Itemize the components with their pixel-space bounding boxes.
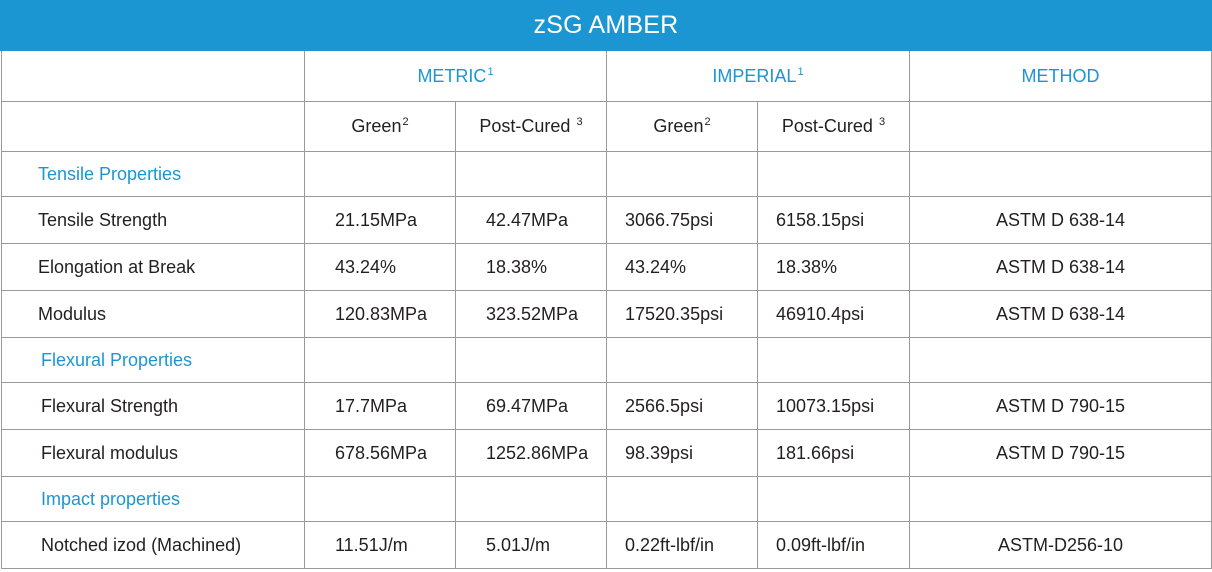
metric-green-header: Green2: [304, 100, 456, 152]
metric-post-cured-value: 5.01J/m: [455, 520, 607, 569]
imperial-post-cured-value: 46910.4psi: [757, 289, 910, 338]
imperial-post-cured-header: Post-Cured 3: [757, 100, 910, 152]
unit-header-row: METRIC1 IMPERIAL1 METHOD: [1, 51, 1212, 102]
imperial-post-cured-value: 181.66psi: [757, 428, 910, 477]
section-row: Tensile Properties: [1, 150, 1212, 197]
datasheet-title: zSG AMBER: [0, 0, 1212, 51]
metric-green-value: 21.15MPa: [304, 195, 456, 244]
test-method: ASTM D 638-14: [909, 242, 1212, 291]
property-name: Notched izod (Machined): [1, 520, 305, 569]
test-method: ASTM D 790-15: [909, 381, 1212, 430]
imperial-green-value: 98.39psi: [606, 428, 758, 477]
metric-post-cured-header: Post-Cured 3: [455, 100, 607, 152]
imperial-post-cured-value: 18.38%: [757, 242, 910, 291]
imperial-green-value: 17520.35psi: [606, 289, 758, 338]
metric-post-cured-value: 42.47MPa: [455, 195, 607, 244]
test-method: ASTM D 638-14: [909, 289, 1212, 338]
table-row: Flexural modulus 678.56MPa 1252.86MPa 98…: [1, 428, 1212, 477]
properties-table: METRIC1 IMPERIAL1 METHOD Green2 Post-Cur…: [1, 51, 1212, 569]
test-method: ASTM D 790-15: [909, 428, 1212, 477]
property-name: Elongation at Break: [1, 242, 305, 291]
imperial-green-value: 43.24%: [606, 242, 758, 291]
section-title: Flexural Properties: [1, 336, 305, 383]
imperial-header: IMPERIAL1: [606, 51, 910, 102]
section-title: Impact properties: [1, 475, 305, 522]
table-row: Tensile Strength 21.15MPa 42.47MPa 3066.…: [1, 195, 1212, 244]
test-method: ASTM D 638-14: [909, 195, 1212, 244]
imperial-footnote: 1: [797, 65, 804, 78]
imperial-post-cured-value: 0.09ft-lbf/in: [757, 520, 910, 569]
imperial-post-cured-value: 6158.15psi: [757, 195, 910, 244]
metric-green-value: 17.7MPa: [304, 381, 456, 430]
property-name: Flexural modulus: [1, 428, 305, 477]
section-row: Impact properties: [1, 475, 1212, 522]
imperial-green-value: 0.22ft-lbf/in: [606, 520, 758, 569]
metric-footnote: 1: [487, 65, 494, 78]
section-title: Tensile Properties: [1, 150, 305, 197]
metric-green-value: 11.51J/m: [304, 520, 456, 569]
table-row: Flexural Strength 17.7MPa 69.47MPa 2566.…: [1, 381, 1212, 430]
metric-green-value: 120.83MPa: [304, 289, 456, 338]
metric-post-cured-value: 1252.86MPa: [455, 428, 607, 477]
section-row: Flexural Properties: [1, 336, 1212, 383]
imperial-green-value: 2566.5psi: [606, 381, 758, 430]
table-row: Elongation at Break 43.24% 18.38% 43.24%…: [1, 242, 1212, 291]
metric-green-value: 678.56MPa: [304, 428, 456, 477]
imperial-post-cured-value: 10073.15psi: [757, 381, 910, 430]
empty-corner-cell: [1, 51, 305, 102]
table-row: Modulus 120.83MPa 323.52MPa 17520.35psi …: [1, 289, 1212, 338]
property-name: Tensile Strength: [1, 195, 305, 244]
test-method: ASTM-D256-10: [909, 520, 1212, 569]
imperial-green-header: Green2: [606, 100, 758, 152]
metric-green-value: 43.24%: [304, 242, 456, 291]
table-row: Notched izod (Machined) 11.51J/m 5.01J/m…: [1, 520, 1212, 569]
metric-post-cured-value: 69.47MPa: [455, 381, 607, 430]
imperial-green-value: 3066.75psi: [606, 195, 758, 244]
sub-header-row: Green2 Post-Cured 3 Green2 Post-Cured 3: [1, 100, 1212, 152]
metric-post-cured-value: 323.52MPa: [455, 289, 607, 338]
method-header: METHOD: [909, 51, 1212, 102]
metric-post-cured-value: 18.38%: [455, 242, 607, 291]
empty-cell: [909, 100, 1212, 152]
empty-cell: [1, 100, 305, 152]
property-name: Modulus: [1, 289, 305, 338]
metric-header: METRIC1: [304, 51, 607, 102]
property-name: Flexural Strength: [1, 381, 305, 430]
